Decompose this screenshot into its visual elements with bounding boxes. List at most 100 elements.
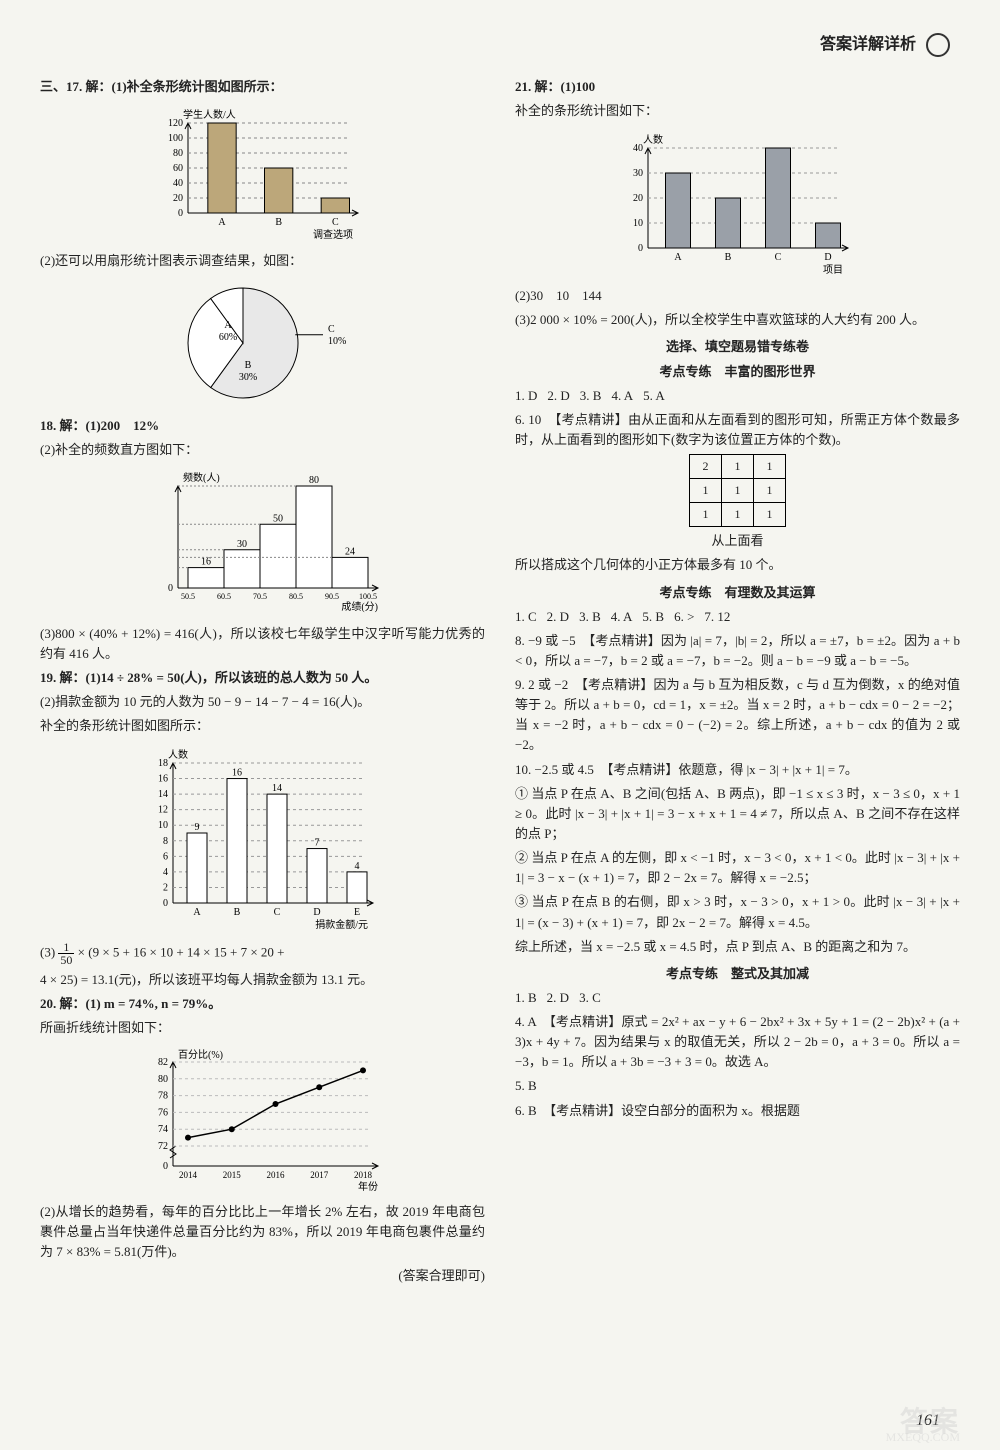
svg-text:E: E — [353, 907, 359, 918]
svg-text:4: 4 — [163, 866, 168, 877]
s2-q10-3: ③ 当点 P 在点 B 的右侧，即 x > 3 时，x − 3 > 0，x + … — [515, 892, 960, 932]
cube-table: 211111111 — [689, 454, 786, 527]
answer-item: 4. A — [611, 388, 633, 403]
svg-text:0: 0 — [638, 243, 643, 254]
answer-item: 3. B — [579, 609, 601, 624]
chart-17-1-bar: 020406080100120ABC学生人数/人调查选项 — [148, 103, 378, 243]
answer-item: 1. B — [515, 990, 537, 1005]
svg-text:C: C — [273, 907, 280, 918]
answer-item: 5. B — [642, 609, 664, 624]
cube-cell: 1 — [754, 455, 786, 479]
q17-2: (2)还可以用扇形统计图表示调查结果，如图： — [40, 251, 485, 271]
svg-text:24: 24 — [345, 546, 355, 557]
svg-text:30: 30 — [633, 168, 643, 179]
q19-2: (2)捐款金额为 10 元的人数为 50 − 9 − 14 − 7 − 4 = … — [40, 692, 485, 712]
svg-text:16: 16 — [201, 556, 211, 567]
q18-2: (2)补全的频数直方图如下： — [40, 440, 485, 460]
svg-text:80.5: 80.5 — [289, 592, 303, 601]
svg-text:16: 16 — [158, 773, 168, 784]
svg-text:10%: 10% — [328, 336, 346, 347]
q19-3b: × (9 × 5 + 16 × 10 + 14 × 15 + 7 × 20 + — [78, 944, 285, 959]
q18-1: 18. 解：(1)200 12% — [40, 416, 485, 436]
svg-text:82: 82 — [158, 1057, 168, 1068]
svg-text:10: 10 — [633, 218, 643, 229]
svg-text:2015: 2015 — [222, 1170, 241, 1180]
svg-text:A: A — [193, 907, 201, 918]
svg-text:C: C — [331, 217, 338, 228]
svg-text:10: 10 — [158, 820, 168, 831]
svg-text:50.5: 50.5 — [181, 592, 195, 601]
answer-item: 2. D — [547, 388, 569, 403]
frac-den: 50 — [58, 954, 74, 966]
svg-text:捐款金额/元: 捐款金额/元 — [315, 918, 368, 931]
svg-text:项目: 项目 — [823, 264, 843, 276]
s2-q10-2: ② 当点 P 在点 A 的左侧，即 x < −1 时，x − 3 < 0，x +… — [515, 848, 960, 888]
svg-text:74: 74 — [158, 1124, 168, 1135]
chart-21-bar: 010203040ABCD人数项目 — [608, 128, 868, 278]
q17-intro: 三、17. 解：(1)补全条形统计图如图所示： — [40, 77, 485, 97]
answer-item: 5. A — [643, 388, 665, 403]
svg-text:50: 50 — [273, 513, 283, 524]
answer-item: 7. 12 — [704, 609, 730, 624]
svg-text:80: 80 — [173, 148, 183, 159]
svg-text:0: 0 — [168, 583, 173, 594]
answer-item: 2. D — [547, 609, 569, 624]
q19-1: 19. 解：(1)14 ÷ 28% = 50(人)，所以该班的总人数为 50 人… — [40, 668, 485, 688]
svg-text:2016: 2016 — [266, 1170, 285, 1180]
svg-text:40: 40 — [173, 178, 183, 189]
svg-text:72: 72 — [158, 1141, 168, 1152]
svg-text:80: 80 — [158, 1074, 168, 1085]
svg-text:16: 16 — [232, 767, 242, 778]
q21-3: (3)2 000 × 10% = 200(人)，所以全校学生中喜欢篮球的人大约有… — [515, 310, 960, 330]
svg-text:C: C — [774, 252, 781, 263]
q20-note: (答案合理即可) — [40, 1266, 485, 1286]
svg-text:调查选项: 调查选项 — [313, 228, 353, 241]
svg-text:2017: 2017 — [310, 1170, 329, 1180]
s2-q10-1: ① 当点 P 在点 A、B 之间(包括 A、B 两点)，即 −1 ≤ x ≤ 3… — [515, 784, 960, 844]
svg-text:B: B — [233, 907, 240, 918]
svg-text:70.5: 70.5 — [253, 592, 267, 601]
cube-caption: 从上面看 — [515, 531, 960, 551]
svg-text:学生人数/人: 学生人数/人 — [183, 108, 236, 121]
svg-text:2014: 2014 — [179, 1170, 198, 1180]
svg-text:A: A — [674, 252, 682, 263]
svg-text:8: 8 — [163, 835, 168, 846]
q20-2: (2)从增长的趋势看，每年的百分比比上一年增长 2% 左右，故 2019 年电商… — [40, 1202, 485, 1262]
s3-q5: 5. B — [515, 1076, 960, 1096]
svg-text:100.5: 100.5 — [359, 592, 377, 601]
q19-3c: 4 × 25) = 13.1(元)，所以该班平均每人捐款金额为 13.1 元。 — [40, 970, 485, 990]
q21-1b: 补全的条形统计图如下： — [515, 101, 960, 121]
cube-cell: 1 — [754, 479, 786, 503]
svg-text:B: B — [724, 252, 731, 263]
s1-q6b: 所以搭成这个几何体的小正方体最多有 10 个。 — [515, 555, 960, 575]
chart-20-line: 727476788082020142015201620172018百分比(%)年… — [133, 1044, 393, 1194]
svg-text:80: 80 — [309, 475, 319, 486]
frac-num: 1 — [58, 941, 74, 954]
q19-2b: 补全的条形统计图如图所示： — [40, 716, 485, 736]
svg-text:0: 0 — [178, 208, 183, 219]
svg-text:14: 14 — [272, 783, 282, 794]
svg-text:9: 9 — [194, 822, 199, 833]
svg-text:频数(人): 频数(人) — [183, 471, 220, 484]
cube-cell: 1 — [722, 479, 754, 503]
svg-text:B: B — [275, 217, 282, 228]
svg-text:0: 0 — [163, 1161, 168, 1172]
q21-1: 21. 解：(1)100 — [515, 77, 960, 97]
s3-q6: 6. B 【考点精讲】设空白部分的面积为 x。根据题 — [515, 1101, 960, 1121]
svg-text:60.5: 60.5 — [217, 592, 231, 601]
svg-text:12: 12 — [158, 804, 168, 815]
s1-q6: 6. 10 【考点精讲】由从正面和从左面看到的图形可知，所需正方体个数最多时，从… — [515, 410, 960, 450]
cube-cell: 2 — [690, 455, 722, 479]
s2-q10: 10. −2.5 或 4.5 【考点精讲】依题意，得 |x − 3| + |x … — [515, 760, 960, 780]
cube-cell: 1 — [690, 479, 722, 503]
s2-q10-4: 综上所述，当 x = −2.5 或 x = 4.5 时，点 P 到点 A、B 的… — [515, 937, 960, 957]
svg-text:人数: 人数 — [643, 133, 663, 146]
q18-3: (3)800 × (40% + 12%) = 416(人)，所以该校七年级学生中… — [40, 624, 485, 664]
answer-item: 1. D — [515, 388, 537, 403]
cube-cell: 1 — [722, 503, 754, 527]
left-column: 三、17. 解：(1)补全条形统计图如图所示： 020406080100120A… — [40, 77, 485, 1290]
svg-text:7: 7 — [314, 837, 319, 848]
svg-text:A: A — [224, 320, 232, 331]
answer-item: 3. B — [580, 388, 602, 403]
cube-cell: 1 — [754, 503, 786, 527]
